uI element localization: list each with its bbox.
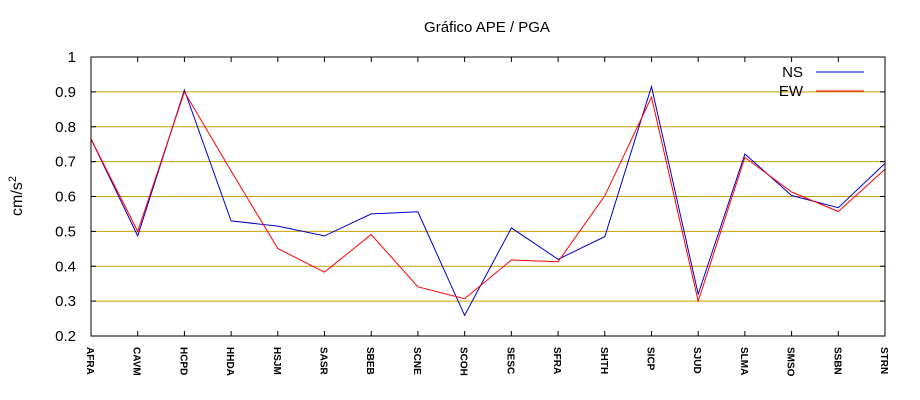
- y-axis-label-text: cm/s: [9, 182, 26, 216]
- series-line-ns: [90, 84, 886, 317]
- series-line-ew: [90, 90, 886, 303]
- y-axis-label: cm/s2: [7, 176, 26, 216]
- x-tick-label: SASR: [318, 347, 329, 376]
- gridlines: [91, 91, 885, 302]
- legend-label-ew: EW: [779, 83, 804, 100]
- y-tick-label: 0.4: [55, 258, 76, 275]
- x-tick-label: SMSO: [785, 347, 796, 377]
- x-tick-label: SSBN: [831, 347, 842, 375]
- x-tick-label: SCOH: [458, 347, 469, 376]
- y-tick-label: 0.2: [55, 328, 76, 345]
- y-tick-label: 1: [68, 49, 76, 66]
- legend-label-ns: NS: [782, 64, 803, 81]
- legend: NS EW: [779, 64, 864, 100]
- chart-title: Gráfico APE / PGA: [424, 19, 550, 36]
- x-axis-ticks: AFRA CAVM HCPD HHDA HSJM SASR SBEB SCNE SCOH SESC…: [84, 57, 889, 377]
- x-tick-label: SHTH: [598, 347, 609, 374]
- x-tick-label: HCPD: [177, 347, 188, 375]
- plot-frame: [90, 56, 886, 337]
- y-tick-label: 0.9: [55, 84, 76, 101]
- y-tick-label: 0.7: [55, 154, 76, 171]
- y-axis-label-superscript: 2: [7, 176, 19, 182]
- x-tick-label: AFRA: [84, 347, 95, 375]
- x-tick-label: SCNE: [411, 347, 422, 375]
- x-tick-label: SESC: [504, 347, 515, 374]
- y-tick-label: 0.5: [55, 223, 76, 240]
- series-lines: [90, 84, 886, 317]
- x-tick-label: SFRA: [551, 347, 562, 374]
- x-tick-label: STRN: [878, 347, 889, 374]
- y-tick-label: 0.8: [55, 119, 76, 136]
- x-tick-label: SJUD: [691, 347, 702, 374]
- y-tick-label: 0.3: [55, 293, 76, 310]
- x-tick-label: CAVM: [131, 347, 142, 376]
- x-tick-label: SBEB: [364, 347, 375, 375]
- y-axis-ticks: 0.2 0.3 0.4 0.5 0.6 0.7 0.8 0.9 1: [55, 49, 885, 345]
- x-tick-label: HSJM: [271, 347, 282, 375]
- y-tick-label: 0.6: [55, 189, 76, 206]
- x-tick-label: HHDA: [224, 347, 235, 376]
- x-tick-label: SICP: [644, 347, 655, 371]
- x-tick-label: SLMA: [738, 347, 749, 375]
